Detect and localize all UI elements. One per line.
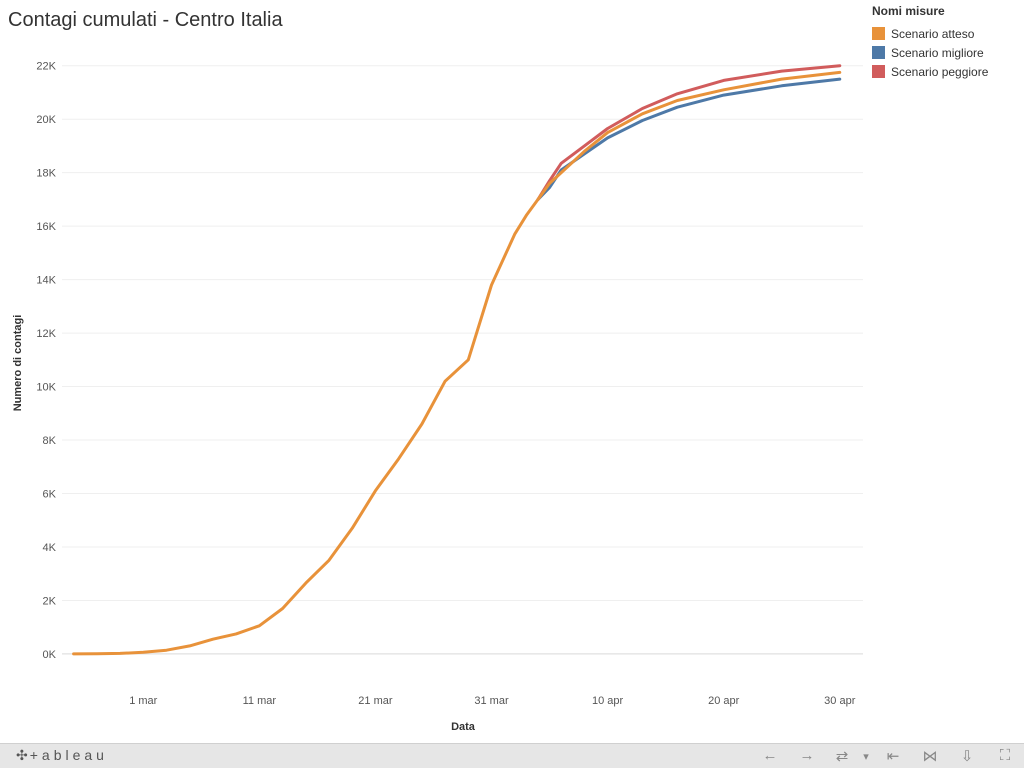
revert-icon: ⇄ — [835, 748, 849, 765]
revert-dropdown-icon: ▾ — [863, 751, 869, 763]
revert-dropdown[interactable]: ▾ — [856, 750, 876, 763]
x-tick-label: 10 apr — [592, 695, 624, 707]
revert-button[interactable]: ⇄ — [832, 747, 852, 765]
legend-item-peggiore[interactable]: Scenario peggiore — [872, 62, 988, 81]
reset-button[interactable]: ⇤ — [883, 747, 903, 765]
legend-swatch — [872, 46, 885, 59]
reset-icon: ⇤ — [886, 748, 900, 765]
legend-label: Scenario migliore — [891, 45, 984, 60]
download-button[interactable]: ⇩ — [957, 747, 977, 765]
tableau-brand-text: +ableau — [29, 747, 108, 763]
legend-item-atteso[interactable]: Scenario atteso — [872, 24, 988, 43]
series-lines[interactable] — [72, 64, 842, 656]
y-tick-label: 16K — [36, 221, 56, 233]
y-tick-label: 4K — [43, 542, 57, 554]
download-icon: ⇩ — [960, 748, 974, 765]
chart-title: Contagi cumulati - Centro Italia — [8, 9, 283, 31]
y-axis-title: Numero di contagi — [12, 315, 24, 412]
y-tick-label: 6K — [43, 488, 57, 500]
y-tick-label: 0K — [43, 649, 57, 661]
legend-label: Scenario atteso — [891, 26, 975, 41]
x-tick-label: 1 mar — [129, 695, 157, 707]
x-tick-label: 20 apr — [708, 695, 740, 707]
gridlines — [62, 65, 863, 655]
legend-swatch — [872, 27, 885, 40]
undo-button[interactable]: ← — [760, 747, 780, 764]
redo-button[interactable]: → — [797, 747, 817, 764]
x-tick-label: 11 mar — [243, 695, 277, 707]
undo-icon: ← — [762, 747, 778, 764]
y-tick-label: 22K — [36, 61, 56, 73]
series-line-scenario-peggiore[interactable] — [536, 64, 842, 201]
line-chart: 0K 2K 4K 6K 8K 10K 12K 14K 16K 18K 20K 22K 1 mar 11 m… — [12, 61, 863, 733]
x-axis-title: Data — [451, 721, 476, 733]
axes: 0K 2K 4K 6K 8K 10K 12K 14K 16K 18K 20K 22K 1 mar 11 m… — [36, 61, 855, 707]
legend: Nomi misure Scenario atteso Scenario mig… — [872, 4, 988, 81]
share-button[interactable]: ⋈ — [920, 747, 940, 765]
legend-item-migliore[interactable]: Scenario migliore — [872, 43, 988, 62]
x-tick-label: 21 mar — [358, 695, 393, 707]
tableau-toolbar: ✣ +ableau ← → ⇄ ▾ ⇤ ⋈ ⇩ ⛶ — [0, 743, 1024, 768]
redo-icon: → — [799, 747, 815, 764]
tableau-logo[interactable]: ✣ +ableau — [16, 747, 108, 764]
y-tick-label: 12K — [36, 328, 56, 340]
x-tick-label: 30 apr — [824, 695, 856, 707]
x-tick-label: 31 mar — [474, 695, 509, 707]
y-tick-label: 18K — [36, 168, 56, 180]
y-tick-label: 10K — [36, 382, 56, 394]
legend-title: Nomi misure — [872, 4, 945, 18]
share-icon: ⋈ — [922, 748, 938, 765]
tableau-cross-icon: ✣ — [16, 747, 28, 763]
y-tick-label: 8K — [43, 435, 57, 447]
y-tick-label: 14K — [36, 275, 56, 287]
fullscreen-button[interactable]: ⛶ — [995, 747, 1015, 764]
legend-swatch — [872, 65, 885, 78]
y-tick-label: 2K — [43, 595, 57, 607]
series-line-scenario-atteso[interactable] — [72, 70, 842, 656]
legend-label: Scenario peggiore — [891, 64, 989, 79]
fullscreen-icon: ⛶ — [999, 747, 1011, 764]
y-tick-label: 20K — [36, 114, 56, 126]
